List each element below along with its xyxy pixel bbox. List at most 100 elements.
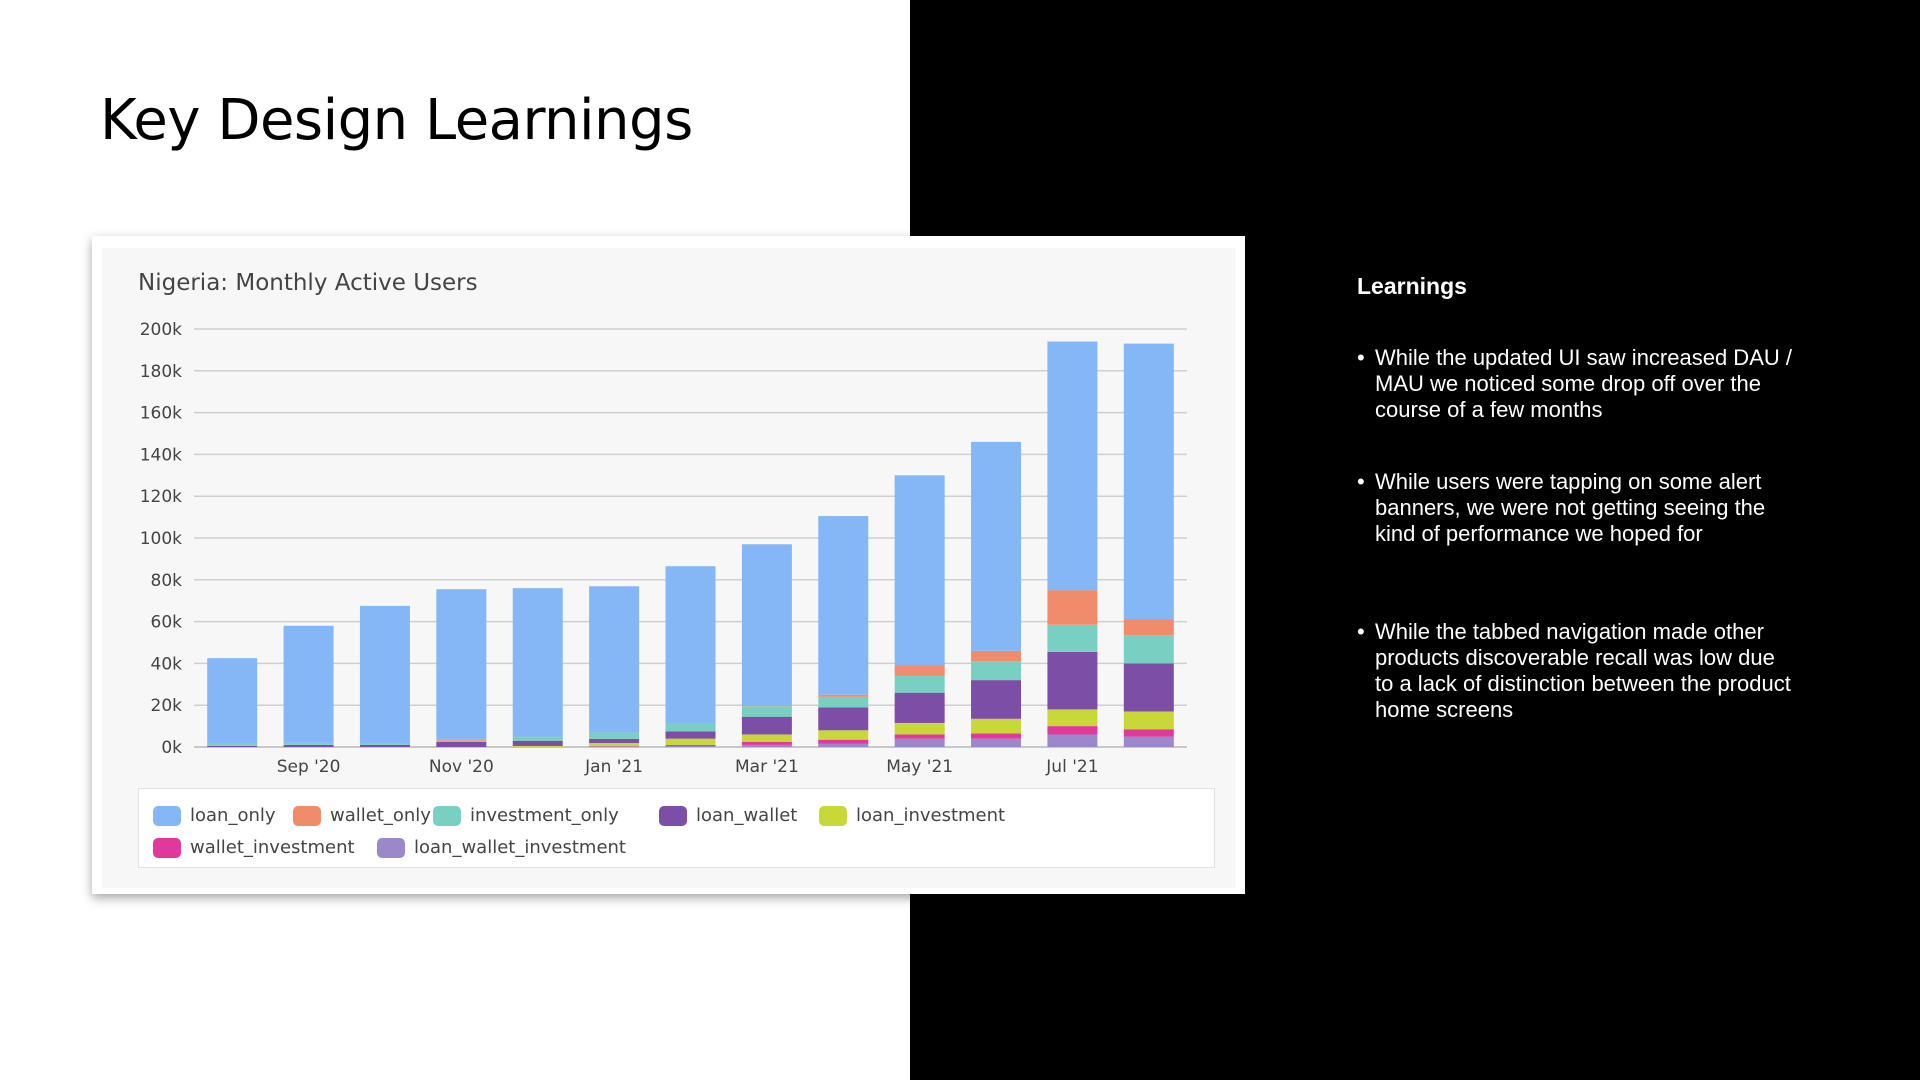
legend-item[interactable]: investment_only	[433, 805, 619, 826]
bullet-glyph: •	[1357, 619, 1365, 644]
bar-segment-loan_investment	[1047, 709, 1098, 727]
legend-swatch	[819, 805, 847, 826]
legend-label: wallet_investment	[190, 837, 355, 858]
bar-segment-loan_only	[1047, 341, 1098, 591]
legend-item[interactable]: loan_investment	[819, 805, 1005, 826]
legend-item[interactable]: loan_wallet	[659, 805, 797, 826]
chart-panel: Nigeria: Monthly Active Users 0k 20k 40k 60k…	[102, 248, 1235, 888]
bar-segment-loan_wallet_investment	[741, 744, 792, 747]
learning-item: • While the tabbed navigation made other…	[1357, 619, 1797, 723]
y-tick-label: 80k	[151, 571, 183, 591]
bar-segment-investment_only	[359, 743, 410, 745]
bar-segment-investment_only	[741, 706, 792, 717]
bar-segment-wallet_investment	[741, 741, 792, 745]
bar-segment-wallet_only	[818, 694, 869, 697]
bar-segment-investment_only	[894, 675, 945, 693]
learning-text: While the tabbed navigation made other p…	[1375, 619, 1791, 722]
bar-segment-loan_only	[665, 566, 716, 723]
bar-segment-investment_only	[283, 742, 334, 745]
y-tick-label: 200k	[140, 320, 182, 340]
y-tick-label: 20k	[151, 696, 183, 716]
legend-swatch	[377, 837, 405, 858]
bar-segment-loan_wallet	[1123, 663, 1174, 712]
bar-segment-wallet_investment	[1047, 726, 1098, 735]
bar-segment-loan_investment	[971, 718, 1022, 734]
bar-segment-loan_only	[971, 441, 1022, 651]
y-tick-label: 120k	[140, 487, 182, 507]
bullet-glyph: •	[1357, 469, 1365, 494]
legend-item[interactable]: loan_only	[153, 805, 276, 826]
x-tick-label: Mar '21	[735, 757, 799, 777]
legend-swatch	[659, 805, 687, 826]
bar-segment-loan_only	[436, 589, 487, 740]
bar-segment-loan_investment	[741, 734, 792, 742]
learning-text: While users were tapping on some alert b…	[1375, 469, 1766, 546]
learning-item: • While users were tapping on some alert…	[1357, 469, 1797, 547]
bar-segment-loan_investment	[512, 745, 563, 747]
legend-item[interactable]: loan_wallet_investment	[377, 837, 626, 858]
legend-swatch	[153, 837, 181, 858]
x-tick-label: May '21	[886, 757, 953, 777]
bar-segment-loan_wallet	[436, 741, 487, 747]
bar-segment-wallet_only	[1123, 619, 1174, 636]
bar-segment-investment_only	[971, 661, 1022, 681]
bar-segment-wallet_investment	[971, 733, 1022, 739]
bar-segment-loan_only	[512, 588, 563, 737]
bar-segment-investment_only	[436, 740, 487, 742]
bar-segment-loan_investment	[665, 738, 716, 745]
bar-segment-loan_wallet	[741, 716, 792, 735]
legend-label: loan_investment	[856, 805, 1006, 826]
bar-segment-loan_only	[207, 658, 258, 744]
bar-segment-wallet_investment	[665, 744, 716, 746]
legend-item[interactable]: wallet_only	[293, 805, 431, 826]
bar-segment-loan_only	[741, 544, 792, 706]
stacked-bar-chart: Nigeria: Monthly Active Users 0k 20k 40k 60k…	[138, 270, 1187, 777]
bar-segment-investment_only	[1123, 635, 1174, 664]
bar-segment-wallet_investment	[818, 739, 869, 744]
y-tick-label: 100k	[140, 529, 182, 549]
bar-segment-wallet_only	[436, 739, 487, 741]
x-tick-label: Sep '20	[277, 757, 341, 777]
legend-label: loan_wallet_investment	[414, 837, 626, 858]
learnings-title: Learnings	[1357, 273, 1467, 299]
bar-segment-loan_only	[818, 516, 869, 695]
legend-item[interactable]: wallet_investment	[153, 837, 355, 858]
bar-segment-loan_wallet	[207, 745, 258, 747]
bar-segment-investment_only	[512, 736, 563, 741]
learning-item: • While the updated UI saw increased DAU…	[1357, 345, 1797, 423]
bar-segment-loan_wallet_investment	[1047, 734, 1098, 747]
bar-segment-investment_only	[1047, 624, 1098, 652]
bar-segment-loan_wallet_investment	[1123, 736, 1174, 747]
bar-segment-loan_wallet	[283, 744, 334, 747]
bar-segment-loan_only	[589, 586, 640, 733]
bar-segment-loan_wallet_investment	[818, 743, 869, 747]
bar-segment-loan_wallet_investment	[971, 738, 1022, 747]
bar-segment-loan_investment	[589, 743, 640, 747]
bar-segment-loan_only	[1123, 343, 1174, 620]
bar-segment-loan_wallet	[665, 731, 716, 739]
bar-segment-loan_wallet	[589, 738, 640, 744]
legend-label: wallet_only	[330, 805, 431, 826]
chart-card: Nigeria: Monthly Active Users 0k 20k 40k 60k…	[92, 236, 1245, 894]
y-tick-label: 140k	[140, 445, 182, 465]
bar-segment-loan_investment	[818, 730, 869, 740]
legend-label: loan_only	[190, 805, 276, 826]
x-tick-label: Jul '21	[1045, 757, 1098, 777]
y-tick-label: 160k	[140, 404, 182, 424]
bar-segment-loan_only	[283, 625, 334, 743]
bar-segment-wallet_only	[971, 650, 1022, 662]
bar-segment-investment_only	[589, 732, 640, 739]
bar-segment-loan_wallet	[818, 707, 869, 731]
legend-label: loan_wallet	[696, 805, 798, 826]
y-tick-label: 60k	[151, 613, 183, 633]
bar-segment-loan_investment	[894, 722, 945, 735]
bar-segment-investment_only	[207, 743, 258, 746]
chart-title: Nigeria: Monthly Active Users	[138, 270, 478, 296]
bullet-glyph: •	[1357, 345, 1365, 370]
bar-segment-loan_wallet_investment	[894, 738, 945, 747]
bar-segment-loan_wallet_investment	[665, 745, 716, 747]
bar-segment-loan_wallet	[1047, 651, 1098, 710]
bar-segment-loan_wallet	[894, 692, 945, 723]
chart-legend: loan_only wallet_only investment_only loan_…	[138, 788, 1215, 868]
bar-segment-loan_wallet	[971, 680, 1022, 719]
